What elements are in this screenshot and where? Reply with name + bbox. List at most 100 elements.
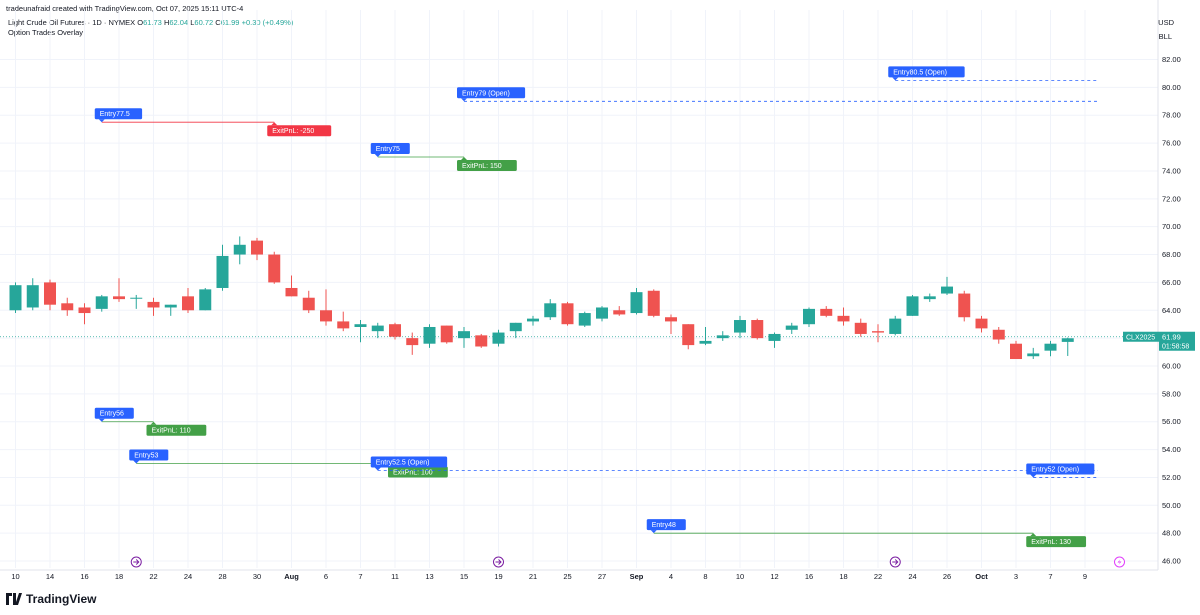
x-tick-label: 14 [46,572,54,581]
candle-body [475,335,488,347]
candle-body [1061,338,1074,342]
x-tick-label: 25 [563,572,571,581]
y-tick-label: 68.00 [1162,250,1181,259]
exit-label [1026,536,1087,548]
x-tick-label: Sep [630,572,644,581]
candle-body [182,296,194,311]
close-label: C [215,18,221,27]
candle-body [61,303,74,311]
exit-label-text: ExitPnL: 110 [152,428,191,435]
y-tick-label: 54.00 [1162,445,1181,454]
x-tick-label: 24 [184,572,192,581]
x-tick-label: 18 [115,572,123,581]
x-tick-label: 26 [943,572,951,581]
candle-body [889,318,902,334]
entry-label-pointer [98,418,105,422]
exit-label [388,466,448,478]
candle-body [302,297,315,311]
symbol-legend: Light Crude Oil Futures · 1D · NYMEX O61… [8,18,293,27]
x-tick-label: 28 [218,572,226,581]
entry-label [370,143,410,155]
candle-body [1027,353,1040,357]
exit-label-pointer [271,122,278,126]
x-tick-label: 4 [669,572,673,581]
y-tick-label: 74.00 [1162,166,1181,175]
candle-body [854,322,867,334]
x-tick-label: 10 [11,572,19,581]
symbol-tag-text: CLX2025 [1126,335,1155,342]
candle-body [768,333,781,341]
x-tick-label: 18 [839,572,847,581]
candle-body [337,321,350,329]
entry-label-text: Entry48 [652,522,676,529]
indicator-title[interactable]: Option Trades Overlay [8,28,84,37]
candle-body [699,340,712,344]
entry-label-text: Entry75 [376,146,400,153]
y-tick-label: 64.00 [1162,306,1181,315]
entry-label-pointer [892,77,899,81]
entry-label-pointer [133,460,140,464]
candle-body [147,301,160,308]
candle-body [26,285,39,308]
last-price-tag [1159,331,1195,351]
entry-label [370,456,448,468]
y-tick-label: 58.00 [1162,389,1181,398]
x-tick-label: 9 [1083,572,1087,581]
candle-body [716,335,729,339]
candle-body [596,307,608,319]
tradingview-logo-icon [6,593,22,605]
candle-body [406,338,419,346]
candle-body [906,296,919,316]
exit-label [457,160,517,172]
candle-body [578,313,591,326]
x-tick-label: 7 [1048,572,1052,581]
exit-label [146,424,207,436]
exit-label-pointer [1030,533,1037,537]
entry-label-pointer [374,467,381,471]
candle-body [216,255,229,288]
currency-label[interactable]: USD [1158,18,1174,27]
entry-label [646,519,686,531]
candle-body [613,310,626,315]
candle-body [95,296,108,309]
exit-label-text: ExitPnL: 150 [462,163,502,170]
candle-body [233,244,246,255]
y-tick-label: 66.00 [1162,278,1181,287]
x-tick-label: 8 [703,572,707,581]
candle-body [44,282,56,305]
y-tick-label: 72.00 [1162,194,1181,203]
y-tick-label: 70.00 [1162,222,1181,231]
candle-body [734,320,746,333]
x-tick-label: 22 [149,572,157,581]
candle-body [923,296,936,300]
exit-label-text: ExitPnL: -250 [272,128,314,135]
change-value: +0.30 (+0.49%) [241,18,294,27]
entry-label-text: Entry80.5 (Open) [893,69,947,76]
x-tick-label: 22 [874,572,882,581]
exit-label-pointer [150,421,157,425]
symbol-tag [1123,331,1159,342]
x-tick-label: 6 [324,572,328,581]
low-value: 60.72 [194,18,214,27]
x-tick-label: 21 [529,572,537,581]
tradingview-logo[interactable]: TradingView [6,592,96,606]
candle-body [251,240,263,255]
x-tick-label: 7 [358,572,362,581]
low-label: L [190,18,195,27]
y-tick-label: 48.00 [1162,529,1181,538]
x-tick-label: Aug [284,572,299,581]
candle-body [492,332,505,344]
y-tick-label: 50.00 [1162,501,1181,510]
y-tick-label: 78.00 [1162,111,1181,120]
x-tick-label: 13 [425,572,433,581]
entry-label [129,449,169,461]
y-tick-label: 56.00 [1162,417,1181,426]
candle-body [647,290,660,316]
entry-label-text: Entry52.5 (Open) [376,459,430,466]
entry-label-pointer [650,530,657,534]
candle-body [544,303,557,318]
candle-body [958,293,971,318]
candle-body [1044,343,1057,351]
candle-body [9,285,22,311]
